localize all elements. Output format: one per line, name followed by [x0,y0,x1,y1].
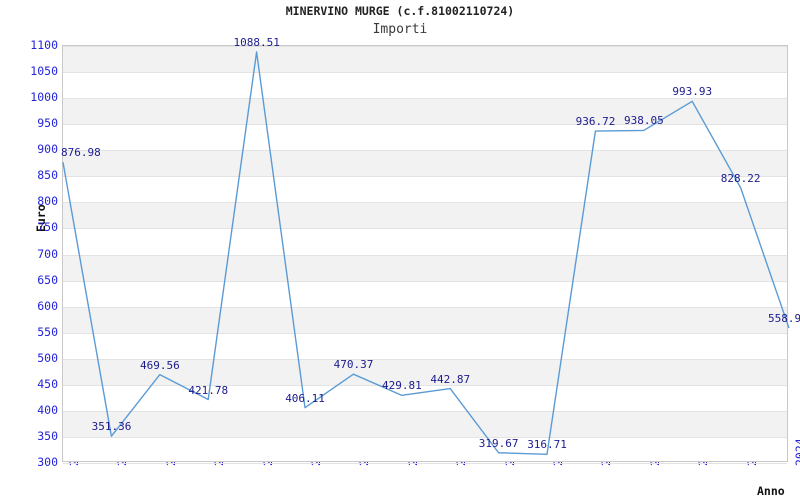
series-polyline [62,51,790,455]
gridline [63,463,787,464]
chart-title: MINERVINO MURGE (c.f.81002110724) [285,4,515,18]
chart-subtitle: Importi [372,22,428,37]
y-tick-label: 400 [37,402,58,417]
gridline [63,202,787,204]
y-tick-label: 1100 [30,38,58,52]
y-tick-label: 800 [37,194,58,209]
gridline [63,358,787,360]
gridline [63,306,787,308]
gridline [63,410,787,412]
y-tick-label: 350 [37,428,58,443]
y-tick-label: 450 [37,376,58,391]
data-point-label: 421.78 [188,383,229,397]
background-band [63,306,787,333]
data-point-label: 993.93 [672,85,713,99]
y-tick-label: 700 [37,246,58,261]
gridline [63,98,787,100]
background-band [63,410,787,437]
y-tick-label: 1050 [30,64,58,79]
data-point-label: 406.11 [285,391,325,405]
background-band [63,150,787,177]
gridline [63,280,787,282]
y-tick-label: 300 [37,455,58,469]
background-band [63,202,787,229]
y-axis-tick-labels: 1100 1050 1000 950 900 850 800 750 700 650 600 550 5… [0,39,58,468]
gridline [63,176,787,178]
gridline [63,72,787,74]
x-axis-tick-labels: 2006200920102012201320142015201620172018… [0,438,800,500]
gridline [63,384,787,386]
y-tick-label: 550 [37,324,58,339]
data-series-line [62,51,790,455]
x-tick-label: 2024 [793,438,800,466]
y-tick-label: 600 [37,298,58,313]
data-point-label: 828.22 [720,171,761,185]
background-band [63,254,787,281]
y-tick-label: 950 [37,116,58,131]
data-point-label: 351.36 [91,420,132,434]
data-point-label: 429.81 [382,379,422,393]
data-point-label: 316.71 [527,438,567,452]
gridline [63,332,787,334]
background-band [63,358,787,385]
gridline [63,228,787,230]
gridline [63,254,787,256]
data-point-label: 469.56 [140,358,180,372]
data-point-label: 319.67 [478,436,519,450]
y-tick-label: 750 [37,220,58,235]
y-tick-label: 850 [37,168,58,183]
data-point-label: 1088.51 [233,36,280,49]
y-tick-label: 1000 [30,90,58,105]
data-point-label: 938.05 [624,114,664,128]
data-point-label: 442.87 [430,372,471,386]
y-tick-label: 500 [37,350,58,365]
y-tick-label: 900 [37,142,58,157]
y-tick-label: 650 [37,272,58,287]
gridline [63,150,787,152]
plot-area: 876.98 351.36 469.56 421.78 1088.51 406.11 470… [61,37,800,464]
gridline [63,436,787,438]
data-point-label: 876.98 [61,146,101,160]
background-band [63,46,787,73]
data-point-label: 558.9 [768,312,800,326]
data-point-label: 470.37 [333,358,374,372]
gridline [63,46,787,47]
gridline [63,124,787,126]
data-point-label: 936.72 [575,115,616,129]
background-band [63,98,787,125]
x-axis-title: Anno [757,484,785,498]
